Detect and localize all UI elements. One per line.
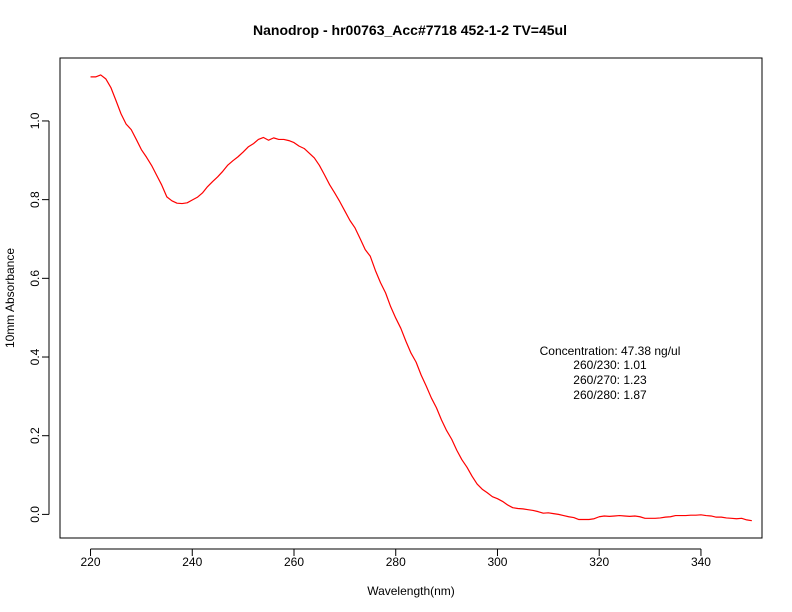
x-tick-label: 340 <box>691 555 711 569</box>
x-axis-label: Wavelength(nm) <box>367 584 455 598</box>
x-tick-label: 220 <box>81 555 101 569</box>
annotation-block: Concentration: 47.38 ng/ul 260/230: 1.01… <box>540 344 681 402</box>
y-tick-label: 0.8 <box>28 191 42 208</box>
ratio-260-270-label: 260/270: 1.23 <box>573 373 647 387</box>
ratio-260-280-label: 260/280: 1.87 <box>573 388 647 402</box>
y-tick-label: 1.0 <box>28 112 42 129</box>
x-tick-label: 320 <box>589 555 609 569</box>
y-axis-label: 10mm Absorbance <box>3 248 17 348</box>
y-tick-label: 0.2 <box>28 427 42 444</box>
x-axis: 220 240 260 280 300 320 340 <box>81 548 711 569</box>
y-tick-label: 0.4 <box>28 348 42 365</box>
chart-title: Nanodrop - hr00763_Acc#7718 452-1-2 TV=4… <box>253 22 567 38</box>
concentration-label: Concentration: 47.38 ng/ul <box>540 344 681 358</box>
ratio-260-230-label: 260/230: 1.01 <box>573 358 647 372</box>
absorbance-line <box>90 74 752 522</box>
y-tick-label: 0.0 <box>28 506 42 523</box>
y-tick-label: 0.6 <box>28 270 42 287</box>
y-axis: 0.0 0.2 0.4 0.6 0.8 1.0 <box>28 112 50 523</box>
x-tick-label: 260 <box>284 555 304 569</box>
x-tick-label: 280 <box>386 555 406 569</box>
x-tick-label: 300 <box>487 555 507 569</box>
plot-frame <box>59 57 763 539</box>
x-tick-label: 240 <box>182 555 202 569</box>
series-layer <box>90 74 752 522</box>
